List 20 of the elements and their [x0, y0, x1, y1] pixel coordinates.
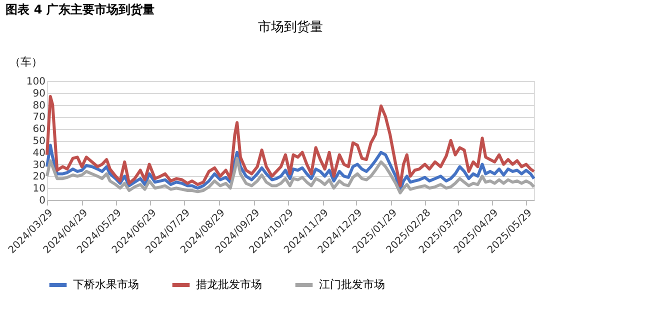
y-tick-label: 30 — [32, 160, 46, 171]
line-series — [46, 94, 536, 188]
y-tick-label: 70 — [32, 112, 46, 124]
y-tick-label: 80 — [32, 100, 46, 112]
y-tick-label: 60 — [32, 124, 46, 136]
chart-title: 图表 4 广东主要市场到货量 — [6, 2, 154, 16]
legend-label: 措龙批发市场 — [196, 278, 262, 291]
y-tick-label: 0 — [39, 196, 46, 206]
y-tick-label: 10 — [32, 184, 46, 195]
line-series — [46, 156, 536, 194]
y-tick-label: 20 — [32, 172, 46, 183]
chart-subtitle: 市场到货量 — [258, 20, 323, 35]
legend-label: 江门批发市场 — [319, 278, 385, 291]
y-tick-label: 100 — [26, 76, 46, 88]
y-tick-label: 50 — [32, 136, 46, 147]
y-tick-label: 90 — [32, 88, 46, 100]
legend-label: 下桥水果市场 — [73, 278, 139, 291]
y-axis-title: （车） — [10, 56, 42, 68]
line-series — [46, 144, 536, 192]
y-tick-label: 40 — [32, 148, 46, 159]
